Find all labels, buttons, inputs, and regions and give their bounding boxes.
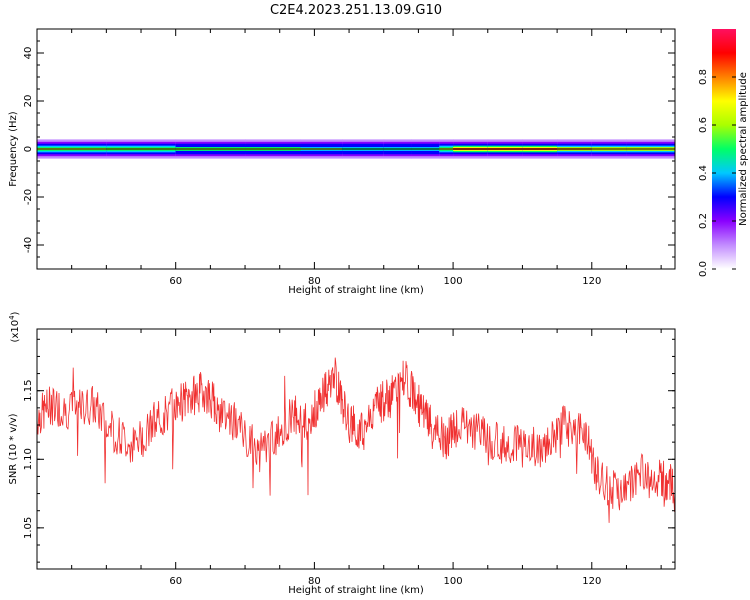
spectrogram-ticks: 60 80 100 120 -40 -20 0 20 40 — [23, 28, 675, 287]
colorbar-ticks: 0.0 0.2 0.4 0.6 0.8 — [698, 69, 736, 277]
snr-ytick-label: 1.10 — [23, 448, 34, 470]
snr-ylabel: SNR (10 * v/v) — [8, 413, 19, 484]
spectral-band — [37, 139, 676, 159]
spectrogram-ytick-label: 0 — [23, 146, 34, 152]
snr-ticks: 60 80 100 120 1.05 1.10 1.15 — [23, 329, 675, 587]
colorbar-tick-label: 0.6 — [698, 117, 709, 133]
spectrogram-ylabel: Frequency (Hz) — [8, 111, 19, 187]
snr-panel: 60 80 100 120 1.05 1.10 1.15 Height of straigh… — [8, 311, 676, 596]
colorbar-tick-label: 0.2 — [698, 213, 709, 229]
snr-frame — [36, 328, 676, 570]
spectrogram-xtick-label: 100 — [444, 276, 463, 287]
colorbar-gradient — [712, 29, 736, 269]
spectrogram-ytick-label: -40 — [23, 237, 34, 253]
figure-title: C2E4.2023.251.13.09.G10 — [270, 3, 442, 18]
snr-ytick-label: 1.05 — [23, 517, 34, 539]
colorbar-tick-label: 0.8 — [698, 69, 709, 85]
snr-xtick-label: 80 — [308, 576, 321, 587]
spectrogram-xtick-label: 120 — [582, 276, 601, 287]
snr-xtick-label: 60 — [169, 576, 182, 587]
colorbar: 0.0 0.2 0.4 0.6 0.8 Normalized spectral ampl… — [698, 29, 749, 277]
snr-xtick-label: 120 — [582, 576, 601, 587]
spectrogram-panel: 60 80 100 120 -40 -20 0 20 40 Height of straight… — [8, 28, 676, 296]
snr-ytick-label: 1.15 — [23, 380, 34, 402]
spectrogram-xtick-label: 60 — [169, 276, 182, 287]
colorbar-label: Normalized spectral amplitude — [738, 72, 749, 226]
snr-multiplier: (x104) — [8, 311, 21, 342]
spectrogram-ytick-label: 40 — [23, 47, 34, 60]
spectrogram-xlabel: Height of straight line (km) — [288, 285, 424, 296]
colorbar-tick-label: 0.0 — [698, 261, 709, 277]
spectrogram-xtick-label: 80 — [308, 276, 321, 287]
spectrogram-ytick-label: 20 — [23, 95, 34, 108]
snr-xlabel: Height of straight line (km) — [288, 585, 424, 596]
spectrogram-ytick-label: -20 — [23, 189, 34, 205]
colorbar-tick-label: 0.4 — [698, 165, 709, 181]
snr-xtick-label: 100 — [444, 576, 463, 587]
snr-series-line — [36, 357, 676, 523]
